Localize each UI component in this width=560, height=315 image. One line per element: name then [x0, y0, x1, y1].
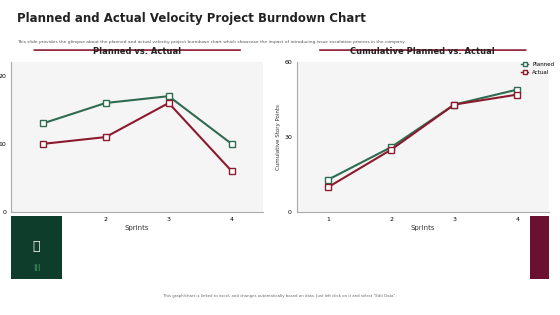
- Text: ⛹: ⛹: [32, 240, 40, 253]
- Text: 47: 47: [324, 228, 343, 242]
- FancyBboxPatch shape: [530, 216, 549, 279]
- Title: Cumulative Planned vs. Actual: Cumulative Planned vs. Actual: [351, 47, 495, 56]
- Text: Actual Velocity ( Total Cumulative Story
Points Actually Completed: Actual Velocity ( Total Cumulative Story…: [291, 261, 377, 269]
- Legend: Planned, Actual: Planned, Actual: [521, 62, 554, 75]
- Text: Of Cumulative
Goal Complete: Of Cumulative Goal Complete: [465, 261, 498, 269]
- Title: Planned vs. Actual: Planned vs. Actual: [93, 47, 181, 56]
- Text: 49: 49: [147, 228, 166, 242]
- Text: Planned and Actual Velocity Project Burndown Chart: Planned and Actual Velocity Project Burn…: [17, 12, 366, 25]
- Text: |||: |||: [32, 264, 40, 271]
- X-axis label: Sprints: Sprints: [410, 225, 435, 231]
- Legend: Planned, Actual: Planned, Actual: [308, 161, 341, 174]
- Text: This slide provides the glimpse about the planned and actual velocity project bu: This slide provides the glimpse about th…: [17, 40, 405, 44]
- Y-axis label: Cumulative Story Points: Cumulative Story Points: [276, 104, 281, 170]
- X-axis label: Sprints: Sprints: [125, 225, 150, 231]
- Text: Planned Velocity ( Total Cumulative
Story Points Planned to Complete): Planned Velocity ( Total Cumulative Stor…: [118, 261, 195, 269]
- FancyBboxPatch shape: [11, 216, 62, 279]
- Text: 95.5%: 95.5%: [458, 228, 506, 242]
- Text: This graph/chart is linked to excel, and changes automatically based on data. Ju: This graph/chart is linked to excel, and…: [164, 294, 396, 298]
